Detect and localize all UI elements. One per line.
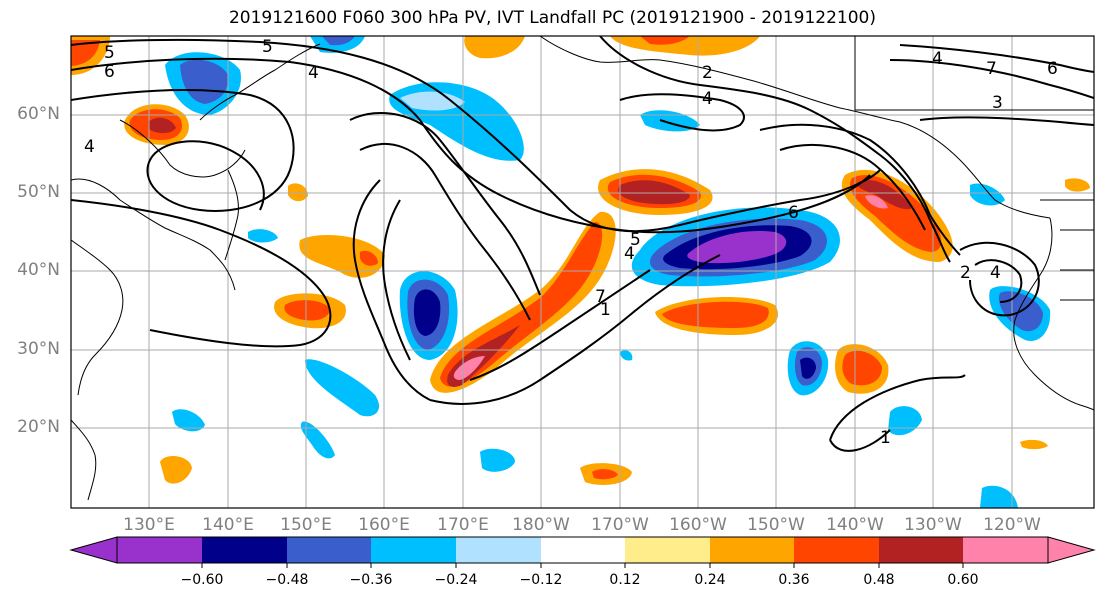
lon-label-150w: 150°W: [747, 515, 805, 535]
lat-label-50n: 50°N: [17, 182, 60, 202]
colorbar: [69, 536, 1096, 568]
svg-text:7: 7: [986, 59, 997, 79]
svg-text:2: 2: [960, 263, 971, 283]
colorbar-tick: −0.36: [349, 572, 393, 588]
pv-shading: [71, 36, 1090, 508]
svg-text:6: 6: [1047, 59, 1058, 79]
lon-label-180w: 180°W: [512, 515, 570, 535]
graticule: [71, 36, 1094, 508]
coastlines: [71, 36, 1094, 501]
lon-label-160w: 160°W: [669, 515, 727, 535]
svg-text:6: 6: [104, 62, 115, 82]
pv-contours: [71, 36, 1094, 452]
colorbar-tick: 0.36: [778, 572, 810, 588]
svg-text:7: 7: [595, 287, 606, 307]
colorbar-tick: −0.24: [434, 572, 478, 588]
map-panel: 5 6 5 4 2 4 3 4 6 7 5 4 6 7 1 2 4 1 4: [71, 36, 1094, 508]
svg-text:4: 4: [702, 89, 713, 109]
lat-label-60n: 60°N: [17, 104, 60, 124]
svg-text:5: 5: [262, 37, 273, 57]
colorbar-tick: −0.48: [265, 572, 309, 588]
colorbar-tick: −0.12: [519, 572, 563, 588]
lon-label-130e: 130°E: [123, 515, 175, 535]
lon-label-140w: 140°W: [826, 515, 884, 535]
svg-text:4: 4: [932, 49, 943, 69]
colorbar-tick: 0.60: [947, 572, 979, 588]
svg-text:4: 4: [84, 137, 95, 157]
lon-label-170e: 170°E: [437, 515, 489, 535]
colorbar-tick: 0.24: [694, 572, 726, 588]
svg-text:4: 4: [990, 263, 1001, 283]
svg-text:6: 6: [788, 203, 799, 223]
lat-label-40n: 40°N: [17, 260, 60, 280]
colorbar-tick: 0.48: [863, 572, 895, 588]
svg-text:1: 1: [600, 300, 611, 320]
svg-text:2: 2: [702, 63, 713, 83]
lon-label-170w: 170°W: [591, 515, 649, 535]
lon-label-120w: 120°W: [983, 515, 1041, 535]
svg-text:5: 5: [630, 230, 641, 250]
lon-label-160e: 160°E: [358, 515, 410, 535]
lon-label-130w: 130°W: [904, 515, 962, 535]
map-title: 2019121600 F060 300 hPa PV, IVT Landfall…: [228, 8, 876, 28]
lon-label-140e: 140°E: [202, 515, 254, 535]
svg-text:3: 3: [992, 93, 1003, 113]
svg-text:1: 1: [880, 428, 891, 448]
contour-labels: 5 6 5 4 2 4 3 4 6 7 5 4 6 7 1 2 4 1 4: [84, 37, 1058, 448]
lon-label-150e: 150°E: [280, 515, 332, 535]
lat-label-20n: 20°N: [17, 417, 60, 437]
svg-text:5: 5: [104, 43, 115, 63]
svg-text:4: 4: [624, 244, 635, 264]
colorbar-tick: 0.12: [609, 572, 641, 588]
lat-label-30n: 30°N: [17, 339, 60, 359]
svg-text:4: 4: [308, 63, 319, 83]
colorbar-tick: −0.60: [180, 572, 224, 588]
